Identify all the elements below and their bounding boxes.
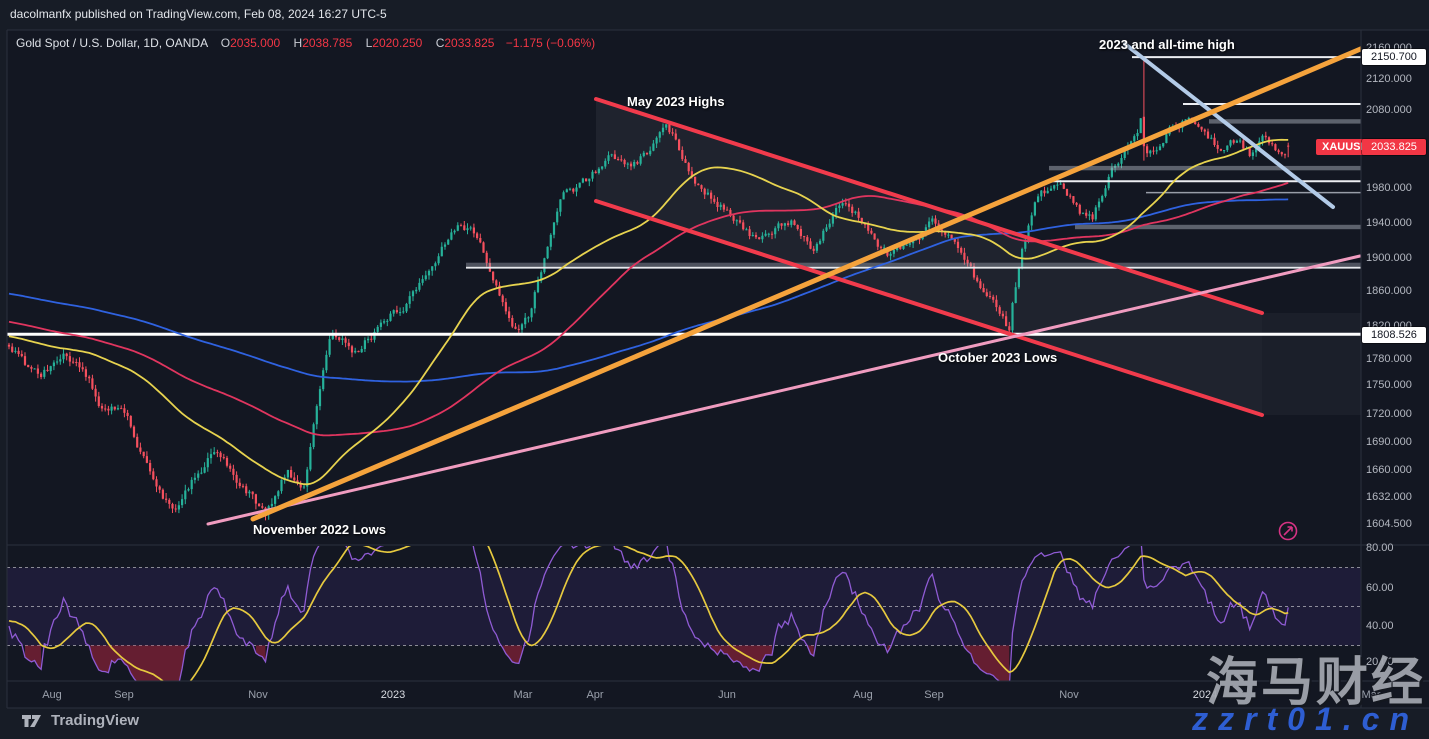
rsi-axis-label: 80.00	[1366, 542, 1394, 554]
price-axis-label: 1940.000	[1366, 217, 1412, 229]
symbol-price-flag: XAUUSD	[1316, 139, 1375, 155]
time-axis-label: Aug	[42, 689, 62, 701]
time-axis-label: 2023	[380, 689, 406, 701]
time-axis-label: Mar	[1361, 689, 1381, 701]
rsi-axis-label: 60.00	[1366, 582, 1394, 594]
time-axis-label: Nov	[1059, 689, 1079, 701]
annotation-november-lows: November 2022 Lows	[253, 522, 386, 537]
tradingview-logo-text: TradingView	[51, 712, 140, 729]
tradingview-footer[interactable]: TradingView	[22, 712, 139, 729]
tradingview-logo-icon	[22, 715, 41, 727]
high-label: H	[293, 36, 303, 50]
price-axis-label: 1660.000	[1366, 464, 1412, 476]
low-value: 2020.250	[372, 36, 423, 50]
time-axis-label: Sep	[924, 689, 944, 701]
price-axis-badge: 2150.700	[1362, 49, 1426, 65]
chart-legend[interactable]: Gold Spot / U.S. Dollar, 1D, OANDA O2035…	[16, 36, 595, 50]
rsi-axis-label: 40.00	[1366, 620, 1394, 632]
price-axis-label: 1980.000	[1366, 182, 1412, 194]
time-axis-label: 2024	[1192, 689, 1218, 701]
close-label: C	[435, 36, 445, 50]
price-axis-label: 1860.000	[1366, 285, 1412, 297]
publish-info-bar: dacolmanfx published on TradingView.com,…	[10, 7, 387, 21]
price-axis-label: 1750.000	[1366, 379, 1412, 391]
annotation-may-2023-highs: May 2023 Highs	[627, 94, 725, 109]
time-axis-label: Sep	[114, 689, 134, 701]
high-value: 2038.785	[302, 36, 353, 50]
time-axis-label: Jun	[718, 689, 736, 701]
time-axis-label: Aug	[853, 689, 873, 701]
price-axis-label: 1780.000	[1366, 353, 1412, 365]
symbol-title[interactable]: Gold Spot / U.S. Dollar, 1D, OANDA	[16, 36, 208, 50]
close-value: 2033.825	[444, 36, 495, 50]
rsi-axis-label: 20.00	[1366, 656, 1394, 668]
pane-logo-icon	[1278, 521, 1298, 541]
time-axis-label: Mar	[513, 689, 533, 701]
change-value: −1.175 (−0.06%)	[505, 36, 596, 50]
price-axis-label: 1900.000	[1366, 252, 1412, 264]
watermark-cjk: 海马财经	[1205, 654, 1426, 712]
open-value: 2035.000	[230, 36, 281, 50]
price-axis-badge: 2033.825	[1362, 139, 1426, 155]
price-axis-label: 1604.500	[1366, 518, 1412, 530]
price-axis-label: 2120.000	[1366, 73, 1412, 85]
price-axis-label: 1720.000	[1366, 408, 1412, 420]
open-label: O	[220, 36, 231, 50]
price-axis-label: 1690.000	[1366, 436, 1412, 448]
publish-info-text: dacolmanfx published on TradingView.com,…	[10, 7, 387, 21]
price-axis-badge: 1808.526	[1362, 327, 1426, 343]
low-label: L	[365, 36, 373, 50]
time-axis-label: Apr	[586, 689, 604, 701]
annotation-all-time-high: 2023 and all-time high	[1099, 37, 1235, 52]
price-axis-label: 2080.000	[1366, 104, 1412, 116]
watermark-url: zzrt01.cn	[1192, 701, 1419, 737]
price-axis-label: 1632.000	[1366, 491, 1412, 503]
time-axis-label: Nov	[248, 689, 268, 701]
annotation-october-lows: October 2023 Lows	[938, 350, 1058, 365]
